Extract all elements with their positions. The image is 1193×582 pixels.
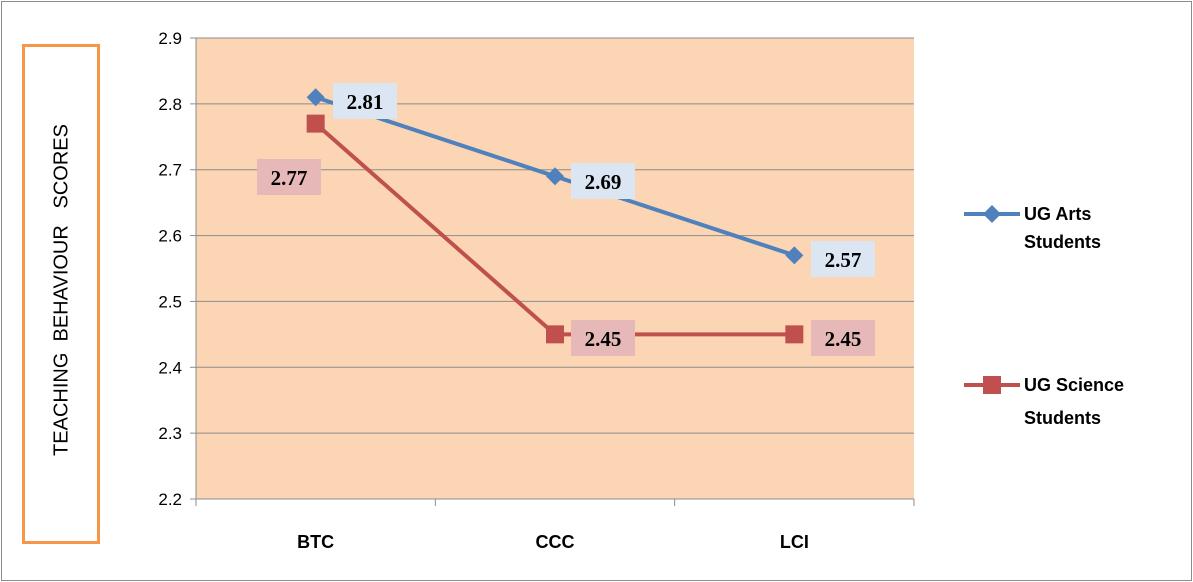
y-tick-label: 2.2 — [158, 490, 182, 509]
data-label: 2.77 — [271, 166, 308, 190]
data-label-box — [811, 320, 875, 356]
data-point — [785, 246, 804, 265]
legend-label: UG Science — [1024, 375, 1124, 395]
data-label: 2.57 — [825, 248, 862, 272]
data-label-box — [333, 83, 397, 119]
y-tick-label: 2.7 — [158, 161, 182, 180]
legend-label: Students — [1024, 408, 1101, 428]
data-label: 2.81 — [347, 90, 384, 114]
data-label: 2.45 — [825, 327, 862, 351]
y-axis-label-box — [22, 44, 100, 544]
x-tick-label: LCI — [780, 532, 809, 552]
data-label-box — [571, 320, 635, 356]
y-tick-label: 2.9 — [158, 29, 182, 48]
x-tick-label: BTC — [297, 532, 334, 552]
data-label-box — [257, 159, 321, 195]
y-tick-label: 2.3 — [158, 424, 182, 443]
data-label: 2.69 — [585, 170, 622, 194]
legend-marker — [983, 205, 1001, 223]
data-label-box — [811, 241, 875, 277]
plot-area — [196, 38, 914, 499]
y-tick-label: 2.6 — [158, 227, 182, 246]
y-tick-label: 2.4 — [158, 358, 182, 377]
legend-label: UG Arts — [1024, 204, 1091, 224]
data-point — [306, 88, 325, 107]
legend-label: Students — [1024, 232, 1101, 252]
data-label-box — [571, 163, 635, 199]
data-point — [306, 114, 325, 133]
data-point — [546, 167, 564, 186]
y-tick-label: 2.8 — [158, 95, 182, 114]
x-tick-label: CCC — [536, 532, 575, 552]
legend-marker — [983, 376, 1001, 394]
data-point — [546, 325, 564, 344]
data-point — [785, 325, 804, 344]
y-tick-label: 2.5 — [158, 292, 182, 311]
data-label: 2.45 — [585, 327, 622, 351]
